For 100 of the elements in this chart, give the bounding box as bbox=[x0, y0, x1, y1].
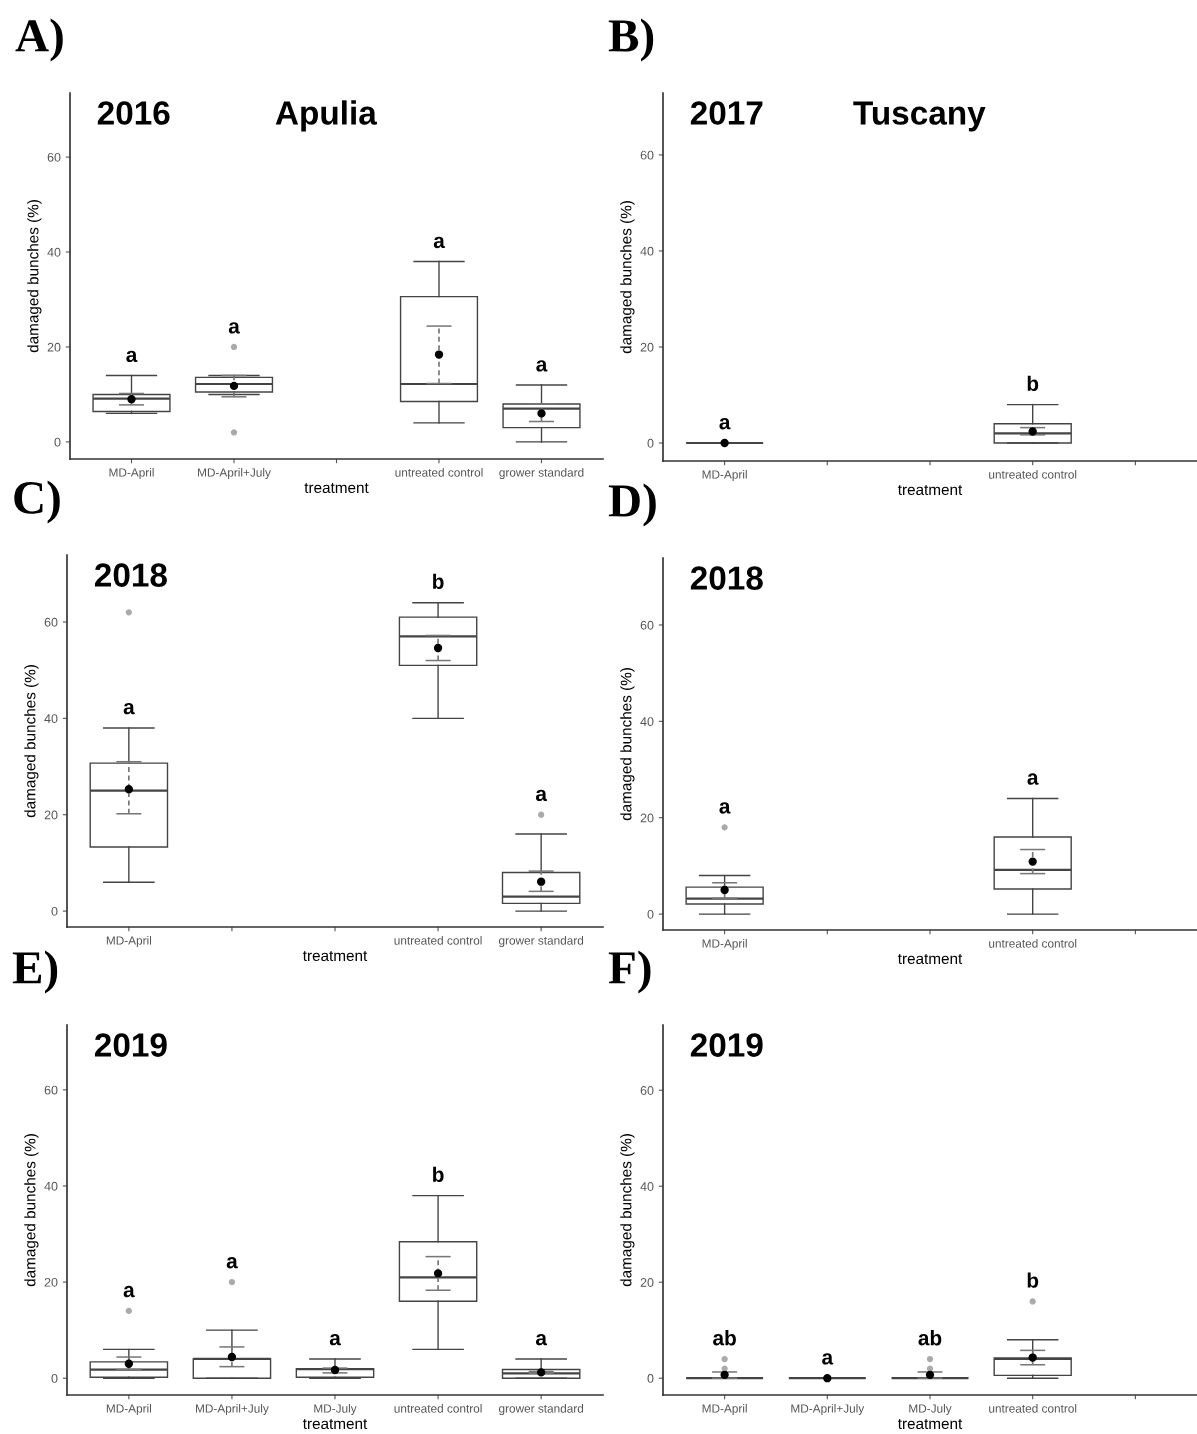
point bbox=[229, 381, 239, 391]
x-tick-label: MD-April bbox=[109, 468, 154, 480]
y-tick-label: 0 bbox=[51, 1373, 58, 1383]
y-tick-label: 0 bbox=[647, 1374, 654, 1383]
point bbox=[536, 1368, 546, 1377]
x-axis-title: treatment bbox=[897, 485, 963, 496]
annotation: a bbox=[535, 789, 548, 802]
y-axis-title: damaged bunches (%) bbox=[620, 1134, 635, 1287]
annotation: a bbox=[228, 322, 240, 334]
y-tick-label: 60 bbox=[640, 150, 654, 160]
chart-subtitle: 2018 bbox=[690, 566, 763, 590]
y-tick-label: 0 bbox=[647, 909, 654, 919]
annotation: a bbox=[126, 350, 138, 363]
x-tick-label: MD-April+July bbox=[791, 1404, 865, 1416]
x-axis-title: treatment bbox=[897, 954, 963, 965]
annotation: a bbox=[123, 1285, 135, 1298]
point bbox=[124, 1359, 134, 1368]
chart-subtitle: 2016 bbox=[97, 101, 170, 125]
y-axis-title: damaged bunches (%) bbox=[24, 1134, 39, 1287]
chart-title: B) bbox=[608, 18, 654, 62]
y-tick-label: 0 bbox=[54, 437, 61, 447]
y-tick-label: 20 bbox=[47, 342, 61, 352]
x-tick-label: untreated control bbox=[989, 939, 1077, 948]
chart-subtitle: 2017 bbox=[690, 101, 763, 125]
chart-title: E) bbox=[12, 950, 58, 994]
y-tick-label: 20 bbox=[640, 813, 654, 823]
x-tick-label: untreated control bbox=[394, 1404, 482, 1413]
annotation: a bbox=[719, 802, 731, 814]
chart-subtitle: 2019 bbox=[690, 1033, 763, 1057]
chart-title: D) bbox=[608, 483, 656, 527]
y-tick-label: 40 bbox=[640, 717, 654, 726]
y-axis-title: damaged bunches (%) bbox=[27, 200, 42, 353]
x-tick-label: MD-April bbox=[702, 1404, 747, 1416]
y-tick-label: 40 bbox=[47, 247, 61, 257]
y-tick-label: 40 bbox=[640, 246, 654, 256]
x-tick-label: untreated control bbox=[989, 470, 1077, 479]
annotation: b bbox=[1027, 375, 1039, 391]
x-tick-label: untreated control bbox=[395, 468, 483, 477]
annotation: a bbox=[123, 702, 135, 715]
y-tick-label: 60 bbox=[640, 620, 654, 630]
y-axis-title: damaged bunches (%) bbox=[620, 201, 635, 354]
annotation: b bbox=[433, 1166, 444, 1182]
y-tick-label: 20 bbox=[640, 1278, 654, 1287]
annotation: b bbox=[1027, 1272, 1039, 1288]
x-axis-title: treatment bbox=[302, 951, 368, 962]
x-tick-label: MD-April+July bbox=[195, 1404, 269, 1416]
y-tick-label: 40 bbox=[640, 1182, 654, 1191]
x-tick-label: untreated control bbox=[989, 1404, 1077, 1413]
annotation: a bbox=[536, 360, 548, 372]
annotation: Tuscany bbox=[853, 101, 986, 132]
annotation: b bbox=[433, 573, 444, 590]
point bbox=[433, 643, 443, 653]
y-tick-label: 60 bbox=[640, 1086, 654, 1095]
annotation: a bbox=[535, 1333, 548, 1346]
x-tick-label: MD-April bbox=[702, 939, 747, 951]
chart-title: A) bbox=[15, 18, 63, 62]
annotation: ab bbox=[918, 1330, 942, 1346]
y-tick-label: 60 bbox=[47, 152, 61, 162]
point bbox=[227, 1352, 237, 1362]
y-tick-label: 40 bbox=[44, 714, 58, 723]
annotation: a bbox=[433, 236, 445, 249]
annotation: Apulia bbox=[275, 100, 377, 132]
annotation: a bbox=[822, 1353, 834, 1365]
y-tick-label: 0 bbox=[51, 906, 58, 916]
x-tick-label: grower standard bbox=[499, 1404, 584, 1416]
annotation: ab bbox=[713, 1330, 736, 1346]
y-tick-label: 60 bbox=[44, 617, 58, 627]
chart-title: F) bbox=[608, 950, 651, 994]
x-axis-title: treatment bbox=[302, 1419, 368, 1430]
x-axis-title: treatment bbox=[304, 483, 369, 494]
x-tick-label: untreated control bbox=[394, 936, 482, 945]
x-tick-label: MD-April bbox=[106, 1404, 152, 1416]
chart-title: C) bbox=[14, 480, 60, 524]
point bbox=[330, 1365, 340, 1375]
point bbox=[434, 350, 444, 359]
chart-subtitle: 2018 bbox=[94, 563, 167, 587]
annotation: a bbox=[329, 1333, 341, 1346]
point bbox=[433, 1269, 443, 1278]
annotation: a bbox=[226, 1257, 238, 1269]
x-tick-label: grower standard bbox=[499, 468, 584, 480]
y-tick-label: 40 bbox=[44, 1181, 58, 1191]
point bbox=[536, 877, 546, 886]
y-tick-label: 0 bbox=[647, 438, 654, 448]
y-axis-title: damaged bunches (%) bbox=[24, 665, 39, 818]
y-tick-label: 60 bbox=[44, 1085, 58, 1095]
point bbox=[537, 409, 546, 418]
chart-subtitle: 2019 bbox=[94, 1033, 167, 1057]
x-tick-label: MD-April bbox=[106, 936, 152, 948]
point bbox=[124, 785, 134, 794]
y-tick-label: 20 bbox=[44, 1277, 58, 1287]
x-tick-label: MD-July bbox=[314, 1404, 357, 1416]
x-tick-label: grower standard bbox=[499, 936, 584, 948]
annotation: a bbox=[719, 417, 731, 430]
x-axis-title: treatment bbox=[897, 1419, 963, 1430]
x-tick-label: MD-April bbox=[702, 470, 747, 482]
y-tick-label: 20 bbox=[640, 342, 654, 352]
x-tick-label: MD-April+July bbox=[198, 468, 271, 480]
annotation: a bbox=[1027, 773, 1039, 785]
y-axis-title: damaged bunches (%) bbox=[620, 668, 635, 821]
x-tick-label: MD-July bbox=[909, 1404, 952, 1416]
